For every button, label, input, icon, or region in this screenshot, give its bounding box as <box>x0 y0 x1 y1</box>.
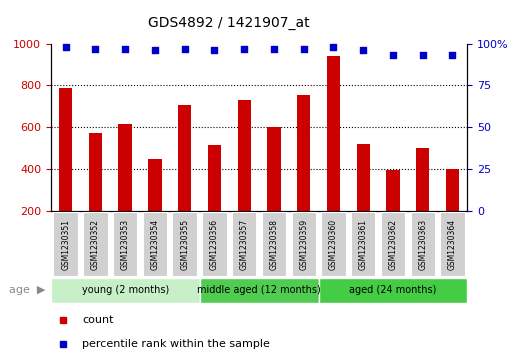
Text: middle aged (12 months): middle aged (12 months) <box>197 285 321 295</box>
Text: GSM1230360: GSM1230360 <box>329 219 338 270</box>
FancyBboxPatch shape <box>53 212 78 276</box>
Point <box>329 44 337 50</box>
Text: GDS4892 / 1421907_at: GDS4892 / 1421907_at <box>148 16 309 30</box>
Bar <box>59 89 72 211</box>
Bar <box>148 159 162 211</box>
Bar <box>89 133 102 211</box>
Point <box>181 46 189 52</box>
Point <box>91 46 100 52</box>
FancyBboxPatch shape <box>200 278 319 303</box>
Bar <box>357 144 370 211</box>
Bar <box>118 124 132 211</box>
FancyBboxPatch shape <box>262 212 286 276</box>
Text: percentile rank within the sample: percentile rank within the sample <box>82 339 270 348</box>
Text: GSM1230361: GSM1230361 <box>359 219 368 270</box>
FancyBboxPatch shape <box>319 278 467 303</box>
Text: count: count <box>82 315 114 325</box>
Text: GSM1230353: GSM1230353 <box>121 219 130 270</box>
Bar <box>446 169 459 211</box>
Text: age  ▶: age ▶ <box>9 285 46 295</box>
FancyBboxPatch shape <box>381 212 405 276</box>
FancyBboxPatch shape <box>113 212 137 276</box>
Bar <box>327 56 340 211</box>
Text: GSM1230362: GSM1230362 <box>389 219 397 270</box>
Text: GSM1230363: GSM1230363 <box>418 219 427 270</box>
Point <box>121 46 129 52</box>
Point <box>210 47 218 53</box>
Text: GSM1230364: GSM1230364 <box>448 219 457 270</box>
FancyBboxPatch shape <box>173 212 197 276</box>
Point <box>389 52 397 58</box>
Text: GSM1230358: GSM1230358 <box>269 219 278 270</box>
Text: GSM1230351: GSM1230351 <box>61 219 70 270</box>
FancyBboxPatch shape <box>51 278 200 303</box>
Point <box>240 46 248 52</box>
Point <box>270 46 278 52</box>
Text: aged (24 months): aged (24 months) <box>350 285 437 295</box>
Text: young (2 months): young (2 months) <box>82 285 169 295</box>
FancyBboxPatch shape <box>440 212 465 276</box>
Point <box>151 47 159 53</box>
Text: GSM1230355: GSM1230355 <box>180 219 189 270</box>
FancyBboxPatch shape <box>143 212 167 276</box>
Text: GSM1230357: GSM1230357 <box>240 219 249 270</box>
Text: GSM1230354: GSM1230354 <box>150 219 160 270</box>
Bar <box>416 148 429 211</box>
Bar <box>178 105 192 211</box>
Bar <box>386 170 400 211</box>
Point <box>300 46 308 52</box>
Text: GSM1230356: GSM1230356 <box>210 219 219 270</box>
Bar <box>208 145 221 211</box>
Bar <box>297 95 310 211</box>
Point <box>419 52 427 58</box>
Text: GSM1230359: GSM1230359 <box>299 219 308 270</box>
FancyBboxPatch shape <box>202 212 227 276</box>
FancyBboxPatch shape <box>83 212 108 276</box>
FancyBboxPatch shape <box>410 212 435 276</box>
Point <box>449 52 457 58</box>
Bar <box>238 100 251 211</box>
Bar <box>267 127 280 211</box>
Point <box>359 47 367 53</box>
Text: GSM1230352: GSM1230352 <box>91 219 100 270</box>
Point <box>61 44 70 50</box>
FancyBboxPatch shape <box>292 212 316 276</box>
FancyBboxPatch shape <box>232 212 257 276</box>
FancyBboxPatch shape <box>351 212 375 276</box>
FancyBboxPatch shape <box>321 212 345 276</box>
